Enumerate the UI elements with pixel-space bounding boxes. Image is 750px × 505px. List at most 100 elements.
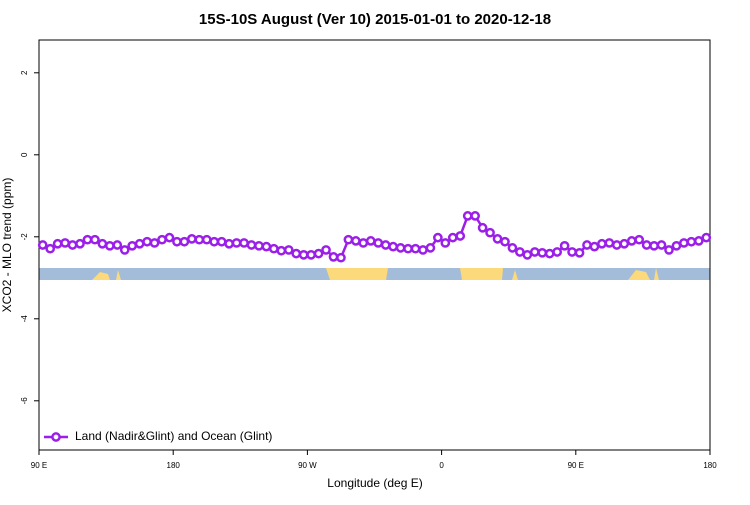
data-point [142, 236, 152, 247]
data-point [216, 236, 227, 247]
data-point [552, 247, 563, 257]
data-point [269, 243, 279, 254]
data-point [418, 245, 428, 255]
data-point [336, 252, 346, 263]
data-point [477, 222, 488, 233]
data-point [231, 238, 242, 248]
data-point [455, 231, 466, 241]
data-point [358, 238, 369, 248]
data-point [239, 238, 249, 248]
data-point [567, 247, 577, 257]
data-point [365, 236, 376, 246]
data-point [656, 240, 667, 250]
data-point [507, 243, 518, 253]
y-tick-label: -6 [20, 397, 29, 405]
data-point [410, 243, 421, 254]
data-point [209, 236, 220, 247]
data-point [119, 245, 130, 255]
data-point [60, 238, 70, 248]
data-point [127, 240, 138, 251]
data-point [75, 238, 85, 249]
data-point [313, 248, 324, 259]
series-line [42, 214, 707, 260]
data-point [283, 245, 294, 255]
data-point [440, 238, 451, 248]
land-band [512, 270, 518, 280]
land-ocean-strip [39, 268, 710, 280]
data-point [254, 240, 264, 251]
data-point [582, 240, 592, 250]
data-point [112, 240, 123, 250]
data-point [611, 240, 622, 250]
data-point [515, 247, 525, 257]
land-band [654, 268, 659, 280]
land-band [628, 270, 650, 280]
legend-marker [51, 432, 61, 442]
data-point [626, 236, 637, 246]
data-point [306, 249, 316, 260]
data-point [179, 236, 190, 247]
data-point [97, 238, 108, 249]
land-band [326, 268, 388, 280]
data-point [686, 236, 697, 247]
data-point [664, 245, 674, 255]
data-point [559, 240, 570, 251]
data-point [634, 234, 645, 245]
y-tick-label: 2 [20, 70, 29, 75]
data-point [52, 238, 63, 249]
data-point [649, 240, 659, 251]
data-point [604, 238, 615, 248]
data-point [67, 240, 78, 250]
data-point [537, 247, 548, 258]
y-tick-label: -4 [20, 315, 29, 323]
x-tick-label: 180 [703, 461, 717, 470]
data-point [82, 234, 93, 245]
data-point [462, 211, 473, 221]
data-point [328, 252, 339, 262]
land-band [460, 268, 503, 280]
data-point [201, 234, 212, 245]
data-point [172, 236, 182, 247]
x-tick-label: 90 W [298, 461, 317, 470]
data-point [291, 248, 302, 259]
data-point [701, 232, 712, 243]
data-point [500, 236, 510, 247]
data-point [641, 240, 652, 250]
data-point [679, 238, 689, 248]
data-point [574, 247, 585, 258]
x-tick-label: 180 [167, 461, 181, 470]
data-point [492, 234, 503, 244]
data-point [90, 234, 100, 245]
data-point [149, 238, 160, 248]
data-point [619, 238, 630, 249]
legend-label: Land (Nadir&Glint) and Ocean (Glint) [75, 429, 272, 443]
data-point [224, 238, 234, 249]
chart-title: 15S-10S August (Ver 10) 2015-01-01 to 20… [199, 11, 551, 28]
data-point [447, 232, 458, 243]
data-point [544, 248, 555, 259]
data-point [693, 236, 704, 246]
data-point [321, 245, 331, 255]
y-axis-label: XCO2 - MLO trend (ppm) [0, 178, 14, 313]
y-tick-label: 0 [20, 152, 29, 157]
y-tick-label: -2 [20, 233, 29, 241]
x-tick-label: 90 E [568, 461, 584, 470]
land-band [92, 272, 110, 280]
data-point [373, 238, 384, 248]
data-point [388, 241, 398, 252]
data-point [433, 232, 443, 243]
data-point [589, 241, 600, 252]
data-point [194, 234, 205, 245]
data-point [261, 241, 272, 252]
data-point [186, 234, 197, 244]
data-point [522, 249, 533, 260]
data-point [485, 227, 495, 238]
x-tick-label: 0 [439, 461, 444, 470]
x-tick-label: 90 E [31, 461, 47, 470]
data-point [37, 240, 48, 250]
data-point [164, 232, 175, 243]
data-point [45, 243, 56, 254]
data-point [671, 240, 682, 251]
